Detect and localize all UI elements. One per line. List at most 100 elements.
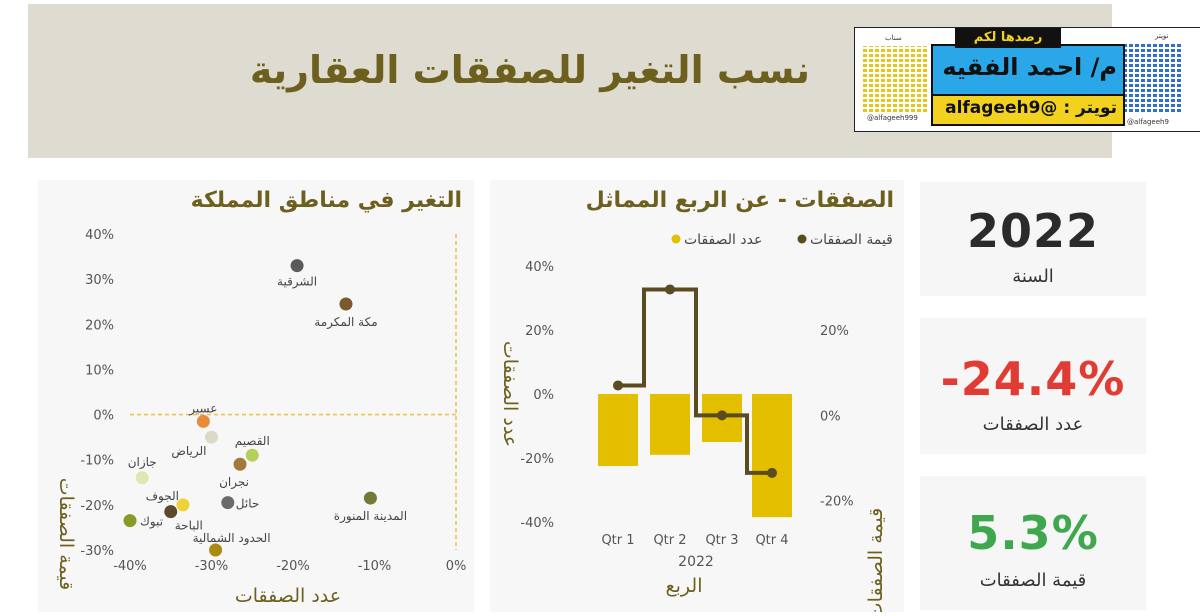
quarter-left-tick-label: 0% [533, 388, 554, 403]
scatter-x-tick-label: -10% [358, 559, 392, 574]
quarter-right-tick-label: 0% [820, 409, 841, 424]
scatter-y-tick-label: -10% [80, 454, 114, 469]
quarter-right-tick-label: 20% [820, 324, 849, 339]
quarter-ticks: -40% -20% 0% 20% 40% -20% 0% 20% Qtr 1 Qtr 2 Qtr 3… [520, 260, 853, 548]
scatter-point[interactable] [205, 430, 218, 444]
scatter-point-label: مكة المكرمة [314, 315, 377, 330]
quarter-bar[interactable] [650, 394, 690, 455]
scatter-point[interactable] [233, 457, 247, 471]
legend-marker-count [671, 234, 681, 244]
scatter-y-tick-label: -30% [80, 544, 114, 559]
scatter-point-label: جازان [128, 455, 157, 470]
scatter-point[interactable] [363, 491, 377, 505]
quarter-right-tick-label: -20% [820, 495, 854, 510]
scatter-point-label: الرياض [171, 444, 206, 459]
scatter-point[interactable] [209, 543, 223, 557]
author-name-box: م/ احمد الفقيه [931, 44, 1125, 98]
scatter-point[interactable] [221, 496, 235, 510]
scatter-point-label: المدينة المنورة [334, 509, 407, 524]
scatter-y-tick-label: 0% [93, 409, 114, 424]
quarter-line-point[interactable] [613, 380, 623, 391]
quarter-line-point[interactable] [665, 284, 675, 295]
quarter-legend: قيمة الصفقات عدد الصفقات [671, 232, 893, 248]
scatter-point[interactable] [290, 259, 304, 273]
scatter-point[interactable] [123, 514, 137, 528]
scatter-panel [38, 180, 474, 612]
kpi-year-value: 2022 [966, 204, 1100, 258]
scatter-ticks: -30%-20%-10%0%10%20%30%40%-40% -30% -20% -1… [80, 228, 466, 574]
kpi-card-deal-value: 5.3% قيمة الصفقات [920, 476, 1146, 610]
quarter-category-label: Qtr 1 [601, 533, 634, 548]
quarter-line-point[interactable] [717, 410, 727, 421]
scatter-chart: -30%-20%-10%0%10%20%30%40%-40% -30% -20% -1… [55, 228, 466, 607]
kpi-year-label: السنة [1012, 266, 1054, 287]
scatter-y-tick-label: 20% [85, 318, 114, 333]
scatter-points: الشرقية مكة المكرمة عسير الرياض القصيم نجران ج… [123, 259, 407, 557]
scatter-point[interactable] [196, 414, 210, 428]
quarter-bar[interactable] [598, 394, 638, 466]
qr-left-label: سناب [885, 34, 902, 42]
scatter-y-tick-label: 30% [85, 273, 114, 288]
twitter-qr-code [1123, 42, 1183, 112]
qr-left-caption: @alfageeh999 [867, 114, 918, 122]
kpi-deal-value-label: قيمة الصفقات [979, 570, 1087, 591]
page-title: نسب التغير للصفقات العقارية [249, 48, 810, 92]
scatter-title: التغير في مناطق المملكة [190, 188, 462, 213]
scatter-point[interactable] [339, 297, 353, 311]
scatter-x-tick-label: -40% [113, 559, 147, 574]
scatter-reference-lines [130, 234, 457, 550]
quarter-line-point[interactable] [767, 467, 777, 478]
scatter-y-tick-label: -20% [80, 499, 114, 514]
qr-right-label: تويتر [1155, 32, 1169, 40]
author-handle: تويتر : @alfageeh9 [945, 98, 1117, 118]
quarter-title: الصفقات - عن الربع المماثل [585, 188, 894, 213]
quarter-x-sublabel: 2022 [678, 554, 714, 570]
scatter-point-label: عسير [188, 401, 217, 416]
legend-label-count: عدد الصفقات [684, 232, 762, 248]
snapchat-qr-code [863, 46, 927, 112]
scatter-y-tick-label: 40% [85, 228, 114, 243]
scatter-point[interactable] [176, 498, 190, 512]
legend-marker-value [797, 234, 807, 244]
scatter-point-label: حائل [236, 497, 260, 511]
qr-right-caption: @alfageeh9 [1127, 118, 1169, 126]
scatter-point[interactable] [135, 471, 149, 485]
scatter-point-label: الجوف [146, 489, 179, 504]
kpi-deal-count-label: عدد الصفقات [982, 414, 1084, 435]
scatter-point-label: الباحة [175, 519, 203, 533]
scatter-x-tick-label: 0% [446, 559, 467, 574]
scatter-point-label: تبوك [140, 515, 163, 530]
kpi-deal-count-value: -24.4% [940, 352, 1126, 406]
legend-label-value: قيمة الصفقات [810, 232, 893, 248]
quarter-category-label: Qtr 3 [705, 533, 738, 548]
scatter-point-label: نجران [219, 475, 249, 490]
scatter-point[interactable] [245, 448, 259, 462]
quarter-x-axis-label: الربع [666, 575, 703, 597]
scatter-point[interactable] [164, 505, 178, 519]
scatter-point-label: القصيم [235, 434, 270, 448]
scatter-x-axis-label: عدد الصفقات [235, 585, 341, 607]
author-tag-box: رصدها لكم [955, 28, 1061, 48]
quarter-right-axis-label: قيمة الصفقات [865, 508, 887, 612]
quarter-category-label: Qtr 2 [653, 533, 686, 548]
quarter-bar[interactable] [752, 394, 792, 518]
author-handle-box: تويتر : @alfageeh9 [931, 94, 1125, 126]
scatter-y-axis-label: قيمة الصفقات [55, 478, 77, 590]
kpi-card-year: 2022 السنة [920, 182, 1146, 296]
scatter-point-label: الحدود الشمالية [193, 531, 271, 546]
author-tag: رصدها لكم [973, 30, 1043, 45]
quarter-left-tick-label: 40% [525, 260, 554, 275]
scatter-y-tick-label: 10% [85, 363, 114, 378]
quarter-left-tick-label: -20% [520, 452, 554, 467]
scatter-point-label: الشرقية [277, 275, 317, 290]
author-name: م/ احمد الفقيه [942, 53, 1117, 81]
quarter-left-tick-label: -40% [520, 516, 554, 531]
quarter-value-line [613, 284, 777, 478]
scatter-x-tick-label: -20% [276, 559, 310, 574]
quarter-left-axis-label: عدد الصفقات [499, 341, 521, 447]
scatter-x-tick-label: -30% [195, 559, 229, 574]
quarter-category-label: Qtr 4 [755, 533, 788, 548]
author-logo: @alfageeh999 سناب @alfageeh9 تويتر م/ اح… [854, 27, 1200, 132]
quarter-step-line [618, 287, 772, 475]
quarter-left-tick-label: 20% [525, 324, 554, 339]
